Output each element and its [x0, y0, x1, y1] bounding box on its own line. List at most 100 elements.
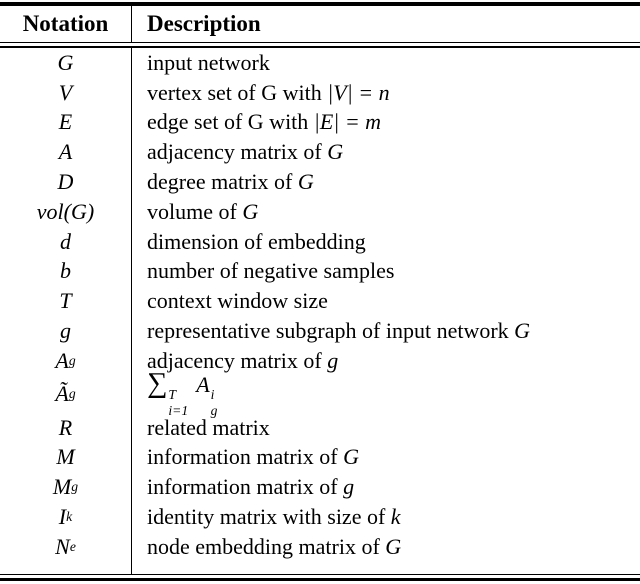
- formula-subscript: g: [210, 403, 218, 419]
- notation-symbol: G: [57, 49, 74, 75]
- notation-symbol: I: [58, 504, 67, 530]
- description-cell: vertex set of G with |V| = n: [132, 79, 640, 105]
- table-header: Notation Description: [0, 5, 640, 42]
- description-cell: information matrix of g: [132, 476, 640, 498]
- table-body: G input network V vertex set of G with |…: [0, 48, 640, 574]
- table-row: T context window size: [0, 286, 640, 317]
- notation-cell: vol(G): [0, 196, 132, 227]
- table-row: b number of negative samples: [0, 256, 640, 287]
- formula-base: A: [196, 371, 210, 397]
- notation-symbol: M: [52, 474, 72, 500]
- notation-cell: G: [0, 48, 132, 78]
- sum-operator: ∑: [147, 367, 168, 399]
- notation-symbol: A: [58, 139, 73, 165]
- notation-cell: A: [0, 137, 132, 168]
- notation-symbol: g: [60, 318, 71, 344]
- formula-superscript: i: [210, 387, 215, 403]
- description-math: g: [343, 474, 355, 500]
- description-cell: input network: [132, 49, 640, 75]
- description-text: number of negative samples: [147, 258, 395, 284]
- description-cell: information matrix of G: [132, 446, 640, 468]
- description-cell: adjacency matrix of G: [132, 141, 640, 163]
- description-math: G: [327, 139, 344, 165]
- notation-cell: V: [0, 77, 132, 108]
- description-text: degree matrix of: [147, 169, 298, 195]
- description-math: g: [327, 347, 339, 373]
- notation-symbol: M: [56, 444, 75, 470]
- table-row: V vertex set of G with |V| = n: [0, 77, 640, 108]
- description-cell: node embedding matrix of G: [132, 533, 640, 559]
- description-cell: context window size: [132, 290, 640, 312]
- table-row: D degree matrix of G: [0, 167, 640, 197]
- notation-symbol: D: [57, 169, 74, 195]
- description-text: adjacency matrix of: [147, 139, 328, 165]
- notation-symbol: A: [55, 347, 69, 373]
- description-cell: related matrix: [132, 414, 640, 440]
- description-text: context window size: [147, 288, 328, 314]
- notation-symbol: E: [58, 109, 73, 135]
- header-notation-label: Notation: [22, 10, 109, 36]
- description-math: G: [297, 169, 314, 195]
- description-math: G: [343, 444, 360, 470]
- description-cell: representative subgraph of input network…: [132, 320, 640, 342]
- notation-symbol: V: [58, 79, 73, 105]
- sum-lower-limit: i=1: [168, 403, 189, 419]
- notation-cell: D: [0, 167, 132, 197]
- description-text: input network: [147, 49, 270, 75]
- notation-symbol: Ã: [55, 381, 69, 407]
- notation-symbol: N: [55, 533, 70, 559]
- notation-cell: M: [0, 442, 132, 473]
- table-row: d dimension of embedding: [0, 226, 640, 257]
- table-row: E edge set of G with |E| = m: [0, 107, 640, 138]
- notation-cell: d: [0, 226, 132, 257]
- table-row: A adjacency matrix of G: [0, 137, 640, 168]
- description-math: |E| = m: [313, 109, 382, 135]
- bottom-rule-thin: [0, 573, 640, 576]
- description-text: information matrix of: [147, 444, 344, 470]
- description-math: G: [385, 533, 402, 559]
- notation-symbol: T: [59, 288, 72, 314]
- description-cell: dimension of embedding: [132, 228, 640, 254]
- table-row: M information matrix of G: [0, 442, 640, 473]
- description-text: volume of: [147, 198, 243, 224]
- bottom-rule-gap: [0, 575, 640, 578]
- notation-cell: T: [0, 286, 132, 317]
- description-text: vertex set of G with: [147, 79, 328, 105]
- description-text: dimension of embedding: [147, 228, 366, 254]
- description-cell: number of negative samples: [132, 260, 640, 282]
- notation-cell: g: [0, 316, 132, 346]
- description-cell: edge set of G with |E| = m: [132, 111, 640, 133]
- header-separator-rule: [0, 41, 640, 48]
- description-math: |V| = n: [327, 79, 390, 105]
- table-row: R related matrix: [0, 412, 640, 443]
- description-text: identity matrix with size of: [147, 504, 391, 530]
- description-cell: adjacency matrix of g: [132, 347, 640, 373]
- top-rule: [0, 2, 640, 6]
- description-text: adjacency matrix of: [147, 347, 328, 373]
- description-text: representative subgraph of input network: [147, 318, 515, 344]
- notation-cell: b: [0, 256, 132, 287]
- notation-symbol: b: [60, 258, 71, 284]
- description-text: related matrix: [147, 414, 270, 440]
- description-text: edge set of G with: [147, 109, 314, 135]
- notation-cell: [0, 561, 132, 574]
- description-math: G: [514, 318, 531, 344]
- sum-upper-limit: T: [168, 387, 176, 403]
- description-text: node embedding matrix of: [147, 533, 386, 559]
- description-math: k: [390, 504, 401, 530]
- divider-extension-row: [0, 561, 640, 574]
- notation-symbol: vol(G): [36, 198, 95, 224]
- header-notation: Notation: [0, 5, 132, 42]
